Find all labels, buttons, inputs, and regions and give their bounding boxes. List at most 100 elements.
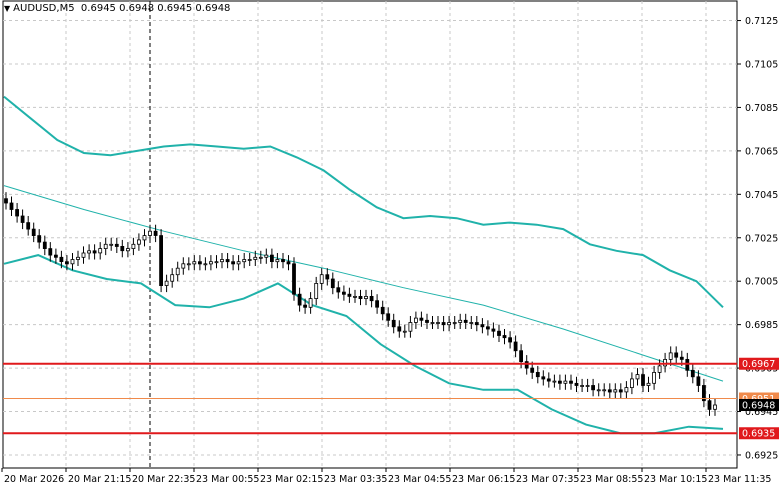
candle-body [463,319,468,323]
candle-body [281,259,285,263]
candle-body [513,341,518,352]
price-level-label: 0.6967 [742,359,775,370]
candle-body [668,352,673,360]
candle-body [286,261,291,265]
candle-body [98,248,103,254]
symbol-label: AUDUSD,M5 [13,3,75,14]
candle-body [148,230,152,236]
candle-body [103,243,108,250]
candle-body [558,380,562,384]
candle-body [657,365,662,373]
candle-body [203,263,208,266]
candle-body [707,400,712,410]
candle-body [607,389,612,393]
candle-body [109,243,114,246]
candle-body [236,261,241,265]
candle-body [591,385,595,391]
candle-body [136,239,141,245]
candle-body [70,259,75,265]
candle-body [413,317,418,323]
candle-body [9,202,14,210]
candle-body [208,261,213,265]
candle-body [353,295,357,298]
candle-body [641,374,645,386]
candle-body [347,293,352,297]
candle-body [175,267,180,276]
candle-body [679,356,684,360]
candle-body [303,304,308,308]
candle-body [397,326,402,332]
candle-body [142,235,147,241]
price-tick-label: 0.7105 [745,59,778,70]
candle-body [552,380,557,383]
price-label-bg [739,357,779,370]
candle-body [242,259,247,263]
candle-body [81,252,86,258]
candle-body [54,254,58,258]
candle-body [458,319,463,323]
candle-body [519,350,523,363]
bollinger-lower-band [3,254,724,435]
candle-body [563,380,568,384]
chart-header: ▼ AUDUSD,M5 0.6945 0.6948 0.6945 0.6948 [4,3,230,14]
candle-body [186,263,191,266]
candle-body [630,378,634,388]
candle-body [419,317,424,321]
candle-body [358,295,363,299]
candle-body [402,330,407,333]
candle-body [580,385,584,387]
candle-body [480,324,485,328]
time-tick-label: 23 Mar 10:15 [644,474,707,485]
dropdown-triangle-icon[interactable]: ▼ [4,4,11,13]
candle-body [214,261,219,264]
candle-body [663,358,667,367]
price-tick-label: 0.7125 [745,16,778,27]
candle-body [624,387,629,393]
candle-body [4,198,8,204]
candle-body [602,389,607,392]
candle-body [314,282,319,299]
candle-body [696,376,701,386]
candle-body [292,263,296,295]
price-tick-label: 0.7085 [745,103,778,114]
candle-body [380,306,385,315]
time-tick-label: 23 Mar 08:55 [580,474,643,485]
price-tick-label: 0.6945 [745,407,778,418]
candle-body [502,335,507,339]
candle-body [26,222,31,230]
candle-body [569,380,573,384]
candle-body [76,256,80,260]
candle-body [258,256,263,259]
price-tick-label: 0.6985 [745,320,778,331]
candle-body [613,389,618,393]
candle-body [37,235,42,243]
price-tick-label: 0.6925 [745,450,778,461]
candle-body [65,261,69,265]
candle-body [225,259,230,263]
candle-body [275,259,280,263]
candle-body [269,254,274,263]
candle-body [596,389,601,392]
candle-body [618,389,623,393]
candle-body [330,278,335,289]
candle-body [485,326,490,330]
candle-body [541,376,546,380]
price-tick-label: 0.7005 [745,277,778,288]
candle-body [20,215,25,223]
candle-body [408,322,413,332]
candle-body [31,228,36,237]
candle-body [15,209,20,217]
candle-body [469,322,474,324]
candle-body [635,374,640,380]
candle-body [713,404,717,410]
candle-body [386,313,391,321]
candle-body [674,352,679,358]
candle-body [87,250,91,254]
plot-frame [2,0,738,469]
current-price-label: 0.6948 [742,401,775,412]
candle-body [652,371,656,384]
candle-body [685,358,690,371]
price-level-label: 0.6935 [742,429,775,440]
